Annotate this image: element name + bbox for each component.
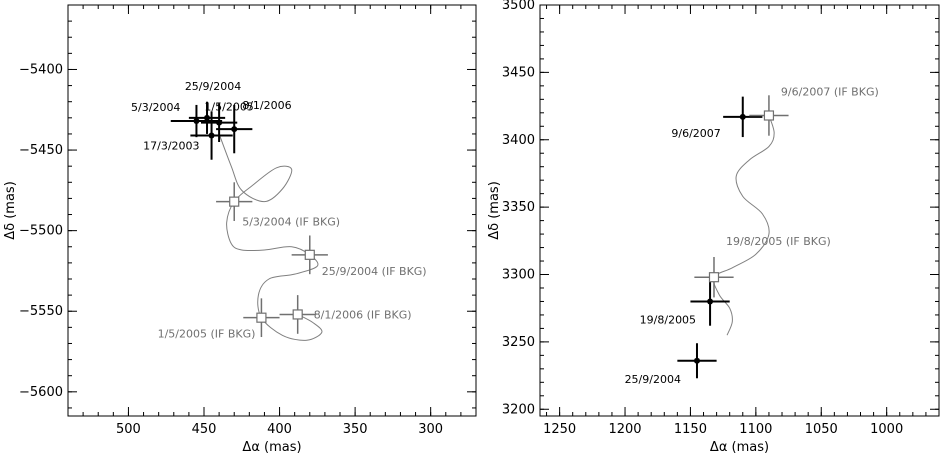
left-observed-point: [216, 119, 223, 126]
left-observed-point: [208, 132, 215, 139]
right-observed-point: [739, 113, 746, 120]
right-y-tick-label: 3200: [502, 402, 535, 417]
right-background-track-curve: [712, 115, 775, 336]
right-observed-date-label: 9/6/2007: [671, 127, 720, 140]
left-background-square-marker: [304, 249, 315, 260]
left-x-tick-label: 500: [116, 422, 141, 437]
right-y-tick-label: 3400: [502, 133, 535, 148]
right-x-tick-label: 1200: [608, 422, 641, 437]
left-background-date-label: 25/9/2004 (IF BKG): [322, 265, 427, 278]
right-y-tick-label: 3500: [502, 0, 535, 13]
left-background-track-curve: [218, 133, 323, 341]
left-observed-date-label: 17/3/2003: [143, 140, 199, 153]
left-y-tick-label: −5600: [19, 385, 63, 400]
left-observed-date-label: 8/1/2006: [242, 99, 291, 112]
left-x-tick-label: 300: [418, 422, 443, 437]
right-y-tick-label: 3300: [502, 268, 535, 283]
right-y-axis-label: Δδ (mas): [487, 181, 502, 240]
right-plot-frame: [539, 4, 940, 417]
right-observed-point: [693, 357, 700, 364]
right-x-tick-label: 1250: [543, 422, 576, 437]
left-x-tick-label: 450: [192, 422, 217, 437]
left-background-square-marker: [292, 309, 303, 320]
right-y-tick-label: 3250: [502, 335, 535, 350]
right-x-axis-label: Δα (mas): [710, 440, 769, 455]
left-observed-point: [204, 114, 211, 121]
right-observed-date-label: 25/9/2004: [625, 373, 681, 386]
left-y-tick-label: −5400: [19, 62, 63, 77]
left-background-date-label: 5/3/2004 (IF BKG): [242, 216, 340, 229]
left-observed-date-label: 1/5/2005: [204, 101, 253, 114]
left-observed-point: [193, 118, 200, 125]
right-x-tick-label: 1100: [739, 422, 772, 437]
left-y-tick-label: −5500: [19, 224, 63, 239]
left-plot-frame: [67, 4, 477, 417]
left-background-date-label: 1/5/2005 (IF BKG): [158, 328, 256, 341]
right-x-tick-label: 1000: [870, 422, 903, 437]
left-background-square-marker: [256, 312, 267, 323]
left-y-tick-label: −5450: [19, 143, 63, 158]
right-background-square-marker: [708, 272, 720, 283]
right-background-square-marker: [763, 110, 775, 121]
right-background-date-label: 19/8/2005 (IF BKG): [726, 235, 831, 248]
left-y-axis-label: Δδ (mas): [3, 181, 18, 240]
left-x-tick-label: 350: [343, 422, 368, 437]
right-observed-date-label: 19/8/2005: [640, 313, 696, 326]
right-x-tick-label: 1050: [805, 422, 838, 437]
left-observed-date-label: 5/3/2004: [131, 101, 180, 114]
left-observed-point: [231, 126, 238, 133]
right-y-tick-label: 3450: [502, 65, 535, 80]
left-y-tick-label: −5550: [19, 304, 63, 319]
left-background-square-marker: [229, 196, 240, 207]
left-x-axis-label: Δα (mas): [242, 440, 301, 455]
right-background-date-label: 9/6/2007 (IF BKG): [781, 85, 879, 98]
left-background-date-label: 8/1/2006 (IF BKG): [314, 308, 412, 321]
left-observed-date-label: 25/9/2004: [185, 80, 241, 93]
right-y-tick-label: 3350: [502, 200, 535, 215]
right-x-tick-label: 1150: [674, 422, 707, 437]
left-x-tick-label: 400: [267, 422, 292, 437]
right-observed-point: [707, 298, 714, 305]
